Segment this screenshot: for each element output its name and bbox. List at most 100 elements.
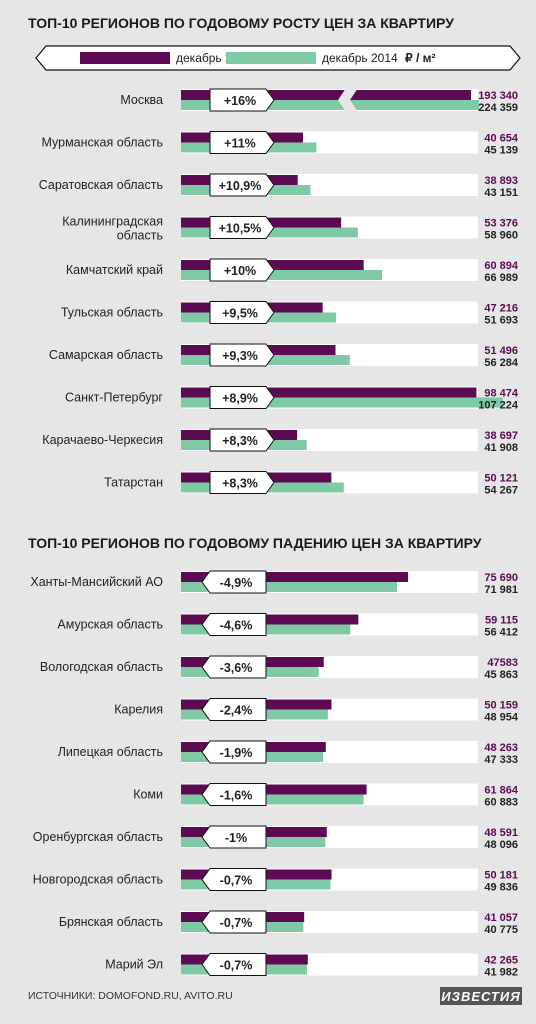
category-label: Камчатский край [66, 263, 163, 277]
value-label-2014: 51 693 [484, 315, 518, 327]
category-label: Самарская область [49, 348, 163, 362]
change-label: +8,3% [222, 477, 258, 491]
category-label: Ханты-Мансийский АО [30, 575, 163, 589]
legend: декабрь 2013 декабрь 2014 ₽ / м² [35, 45, 521, 71]
category-label: Тульская область [61, 306, 163, 320]
change-badge [201, 825, 267, 849]
change-label: +8,9% [222, 392, 258, 406]
change-label: -4,6% [220, 619, 253, 633]
category-label: Марий Эл [105, 958, 163, 972]
value-label-2013: 48 263 [484, 742, 518, 754]
value-label-2013: 47 216 [484, 303, 518, 315]
category-label: Калининградская [62, 215, 163, 229]
category-label: Карачаево-Черкесия [42, 433, 163, 447]
value-label-2014: 43 151 [484, 187, 518, 199]
bar-2014 [181, 794, 364, 805]
category-label: область [117, 229, 163, 243]
source-note: ИСТОЧНИКИ: DOMOFOND.RU, AVITO.RU [28, 990, 233, 1002]
value-label-2013: 51 496 [484, 345, 518, 357]
change-label: -1,9% [220, 746, 253, 760]
change-label: -2,4% [220, 704, 253, 718]
change-label: +8,3% [222, 434, 258, 448]
category-label: Оренбургская область [33, 830, 163, 844]
change-badge [209, 258, 275, 282]
change-badge [201, 613, 267, 636]
bar-2014 [181, 582, 397, 592]
category-label: Карелия [114, 703, 163, 717]
value-label-2014: 66 989 [484, 272, 518, 284]
value-label-2013: 50 121 [484, 473, 518, 485]
value-label-2013: 40 654 [484, 133, 519, 145]
change-badge [201, 740, 267, 764]
section-title-growth: ТОП-10 РЕГИОНОВ ПО ГОДОВОМУ РОСТУ ЦЕН ЗА… [28, 15, 454, 31]
logo-background [440, 987, 522, 1005]
change-badge [209, 343, 275, 367]
value-label-2013: 59 115 [485, 615, 518, 627]
value-label-2014: 71 981 [484, 584, 518, 596]
change-label: -3,6% [220, 661, 253, 675]
change-label: +9,3% [222, 349, 258, 363]
change-badge [209, 173, 275, 197]
bar-2014 [181, 397, 503, 408]
change-badge [209, 471, 275, 494]
bar-2013 [181, 260, 364, 270]
bar-2014 [181, 270, 382, 280]
value-label-2014: 47 333 [484, 754, 518, 766]
bar-2013 [181, 572, 409, 582]
value-label-2014: 41 908 [484, 442, 518, 454]
value-label-2014: 224 359 [478, 102, 518, 114]
category-label: Татарстан [104, 476, 163, 490]
value-label-2014: 40 775 [484, 924, 518, 936]
change-badge [201, 570, 267, 594]
change-badge [209, 216, 275, 239]
change-label: -0,7% [220, 874, 253, 888]
change-label: -0,7% [220, 916, 253, 930]
category-label: Москва [120, 93, 163, 107]
change-badge [201, 953, 267, 976]
value-label-2013: 38 697 [484, 430, 518, 442]
value-label-2014: 54 267 [484, 485, 518, 497]
value-label-2013: 50 159 [484, 700, 518, 712]
change-label: +11% [224, 137, 256, 151]
value-label-2013: 47583 [487, 657, 518, 669]
logo-text: ИЗВЕСТИЯ [441, 989, 520, 1004]
change-badge [201, 698, 267, 721]
value-label-2013: 75 690 [484, 572, 518, 584]
change-label: +16% [224, 94, 256, 108]
value-label-2013: 61 864 [484, 785, 519, 797]
category-label: Мурманская область [41, 136, 163, 150]
change-badge [209, 88, 275, 112]
value-label-2014: 49 836 [484, 882, 518, 894]
value-label-2014: 45 139 [484, 145, 518, 157]
value-label-2013: 98 474 [484, 388, 519, 400]
category-label: Амурская область [57, 618, 163, 632]
category-label: Брянская область [59, 915, 163, 929]
value-label-2013: 193 340 [478, 90, 518, 102]
change-label: +10,9% [219, 179, 262, 193]
change-label: -1,6% [220, 789, 253, 803]
legend-label-2014: декабрь 2014 [322, 51, 398, 65]
bar-2013 [181, 90, 471, 100]
value-label-2014: 45 863 [484, 669, 518, 681]
change-badge [201, 868, 267, 891]
change-label: +9,5% [222, 307, 258, 321]
legend-swatch-2013 [80, 52, 170, 64]
